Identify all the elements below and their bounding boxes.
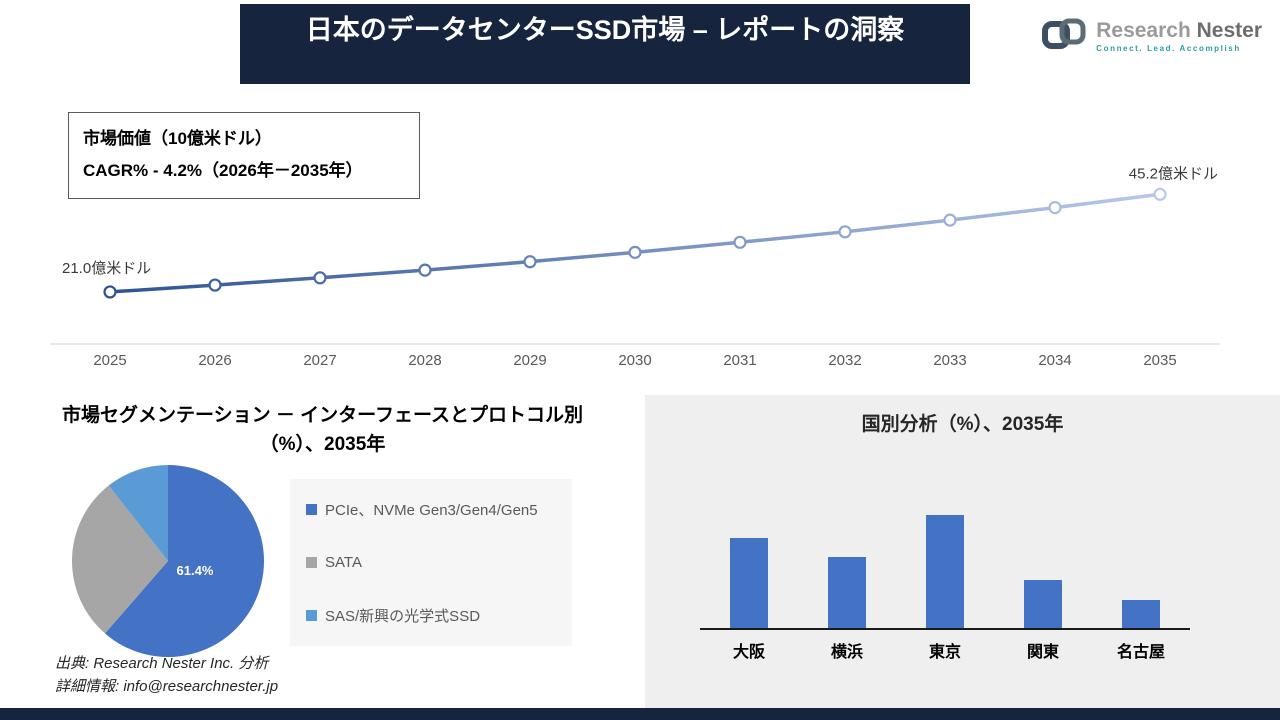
line-marker bbox=[1155, 189, 1166, 200]
source-note: 出典: Research Nester Inc. 分析 詳細情報: info@r… bbox=[55, 653, 278, 698]
x-axis-label: 2025 bbox=[93, 352, 126, 369]
legend-item: SATA bbox=[306, 554, 556, 571]
line-marker bbox=[315, 272, 326, 283]
research-nester-logo: Research Nester Connect. Lead. Accomplis… bbox=[1041, 16, 1262, 57]
legend-item: SAS/新興の光学式SSD bbox=[306, 605, 556, 626]
bar-rect bbox=[926, 515, 964, 628]
x-axis-label: 2034 bbox=[1038, 352, 1071, 369]
contact-line: 詳細情報: info@researchnester.jp bbox=[55, 676, 278, 699]
x-axis-label: 2030 bbox=[618, 352, 651, 369]
bar-rect bbox=[730, 538, 768, 628]
line-series bbox=[110, 194, 1160, 292]
chain-links-icon bbox=[1041, 16, 1087, 57]
bar-label: 大阪 bbox=[700, 630, 798, 662]
line-marker bbox=[840, 226, 851, 237]
bar-label: 横浜 bbox=[798, 630, 896, 662]
legend-item: PCIe、NVMe Gen3/Gen4/Gen5 bbox=[306, 499, 556, 520]
bar-column bbox=[700, 538, 798, 628]
segmentation-pie-chart: 61.4% bbox=[68, 461, 268, 661]
bar-label: 関東 bbox=[994, 630, 1092, 662]
bar-rect bbox=[1024, 580, 1062, 628]
bar-column bbox=[1092, 600, 1190, 628]
legend-swatch-icon bbox=[306, 610, 317, 621]
logo-name: Research Nester bbox=[1096, 19, 1262, 42]
x-axis-label: 2027 bbox=[303, 352, 336, 369]
x-axis-label: 2033 bbox=[933, 352, 966, 369]
line-marker bbox=[210, 280, 221, 291]
line-marker bbox=[525, 256, 536, 267]
logo-tagline: Connect. Lead. Accomplish bbox=[1096, 45, 1262, 54]
legend-swatch-icon bbox=[306, 504, 317, 515]
market-value-label: 市場価値（10億米ドル） bbox=[83, 123, 405, 155]
logo-name-nester: Nester bbox=[1197, 19, 1262, 42]
line-marker bbox=[630, 247, 641, 258]
legend-label: SAS/新興の光学式SSD bbox=[325, 605, 480, 626]
source-line: 出典: Research Nester Inc. 分析 bbox=[55, 653, 278, 676]
pie-legend: PCIe、NVMe Gen3/Gen4/Gen5 SATA SAS/新興の光学式SS… bbox=[290, 479, 572, 646]
pie-data-label: 61.4% bbox=[177, 563, 214, 578]
x-axis-label: 2029 bbox=[513, 352, 546, 369]
segmentation-panel: 市場セグメンテーション － インターフェースとプロトコル別（%）、2035年 6… bbox=[0, 395, 645, 708]
logo-text: Research Nester Connect. Lead. Accomplis… bbox=[1096, 19, 1262, 54]
x-axis-label: 2028 bbox=[408, 352, 441, 369]
legend-swatch-icon bbox=[306, 557, 317, 568]
page-title: 日本のデータセンターSSD市場 – レポートの洞察 bbox=[240, 4, 970, 84]
bar-rect bbox=[828, 557, 866, 628]
logo-name-research: Research bbox=[1096, 19, 1191, 42]
line-marker bbox=[735, 237, 746, 248]
x-axis-label: 2032 bbox=[828, 352, 861, 369]
bar-axis-labels: 大阪横浜東京関東名古屋 bbox=[700, 630, 1190, 662]
bar-column bbox=[798, 557, 896, 628]
bar-rect bbox=[1122, 600, 1160, 628]
bar-column bbox=[994, 580, 1092, 628]
country-analysis-panel: 国別分析（%）、2035年 大阪横浜東京関東名古屋 bbox=[645, 395, 1280, 708]
legend-label: PCIe、NVMe Gen3/Gen4/Gen5 bbox=[325, 499, 538, 520]
line-marker bbox=[420, 265, 431, 276]
line-marker bbox=[1050, 202, 1061, 213]
x-axis-label: 2026 bbox=[198, 352, 231, 369]
footer-strip bbox=[0, 708, 1280, 720]
bars-plot-area bbox=[700, 513, 1190, 630]
segmentation-title: 市場セグメンテーション － インターフェースとプロトコル別（%）、2035年 bbox=[50, 401, 595, 460]
country-analysis-title: 国別分析（%）、2035年 bbox=[645, 409, 1280, 436]
bar-column bbox=[896, 515, 994, 628]
x-axis-label: 2031 bbox=[723, 352, 756, 369]
market-value-line-chart: 2025 2026 2027 2028 2029 2030 2031 2032 2033 2034… bbox=[50, 160, 1220, 378]
line-marker bbox=[945, 215, 956, 226]
legend-label: SATA bbox=[325, 554, 362, 571]
country-bar-chart: 大阪横浜東京関東名古屋 bbox=[700, 513, 1190, 662]
last-value-label: 45.2億米ドル bbox=[1129, 165, 1218, 182]
x-axis-label: 2035 bbox=[1143, 352, 1176, 369]
line-marker bbox=[105, 286, 116, 297]
first-value-label: 21.0億米ドル bbox=[62, 260, 151, 277]
bar-label: 東京 bbox=[896, 630, 994, 662]
infographic-page: 日本のデータセンターSSD市場 – レポートの洞察 Research Neste… bbox=[0, 0, 1280, 720]
bar-label: 名古屋 bbox=[1092, 630, 1190, 662]
